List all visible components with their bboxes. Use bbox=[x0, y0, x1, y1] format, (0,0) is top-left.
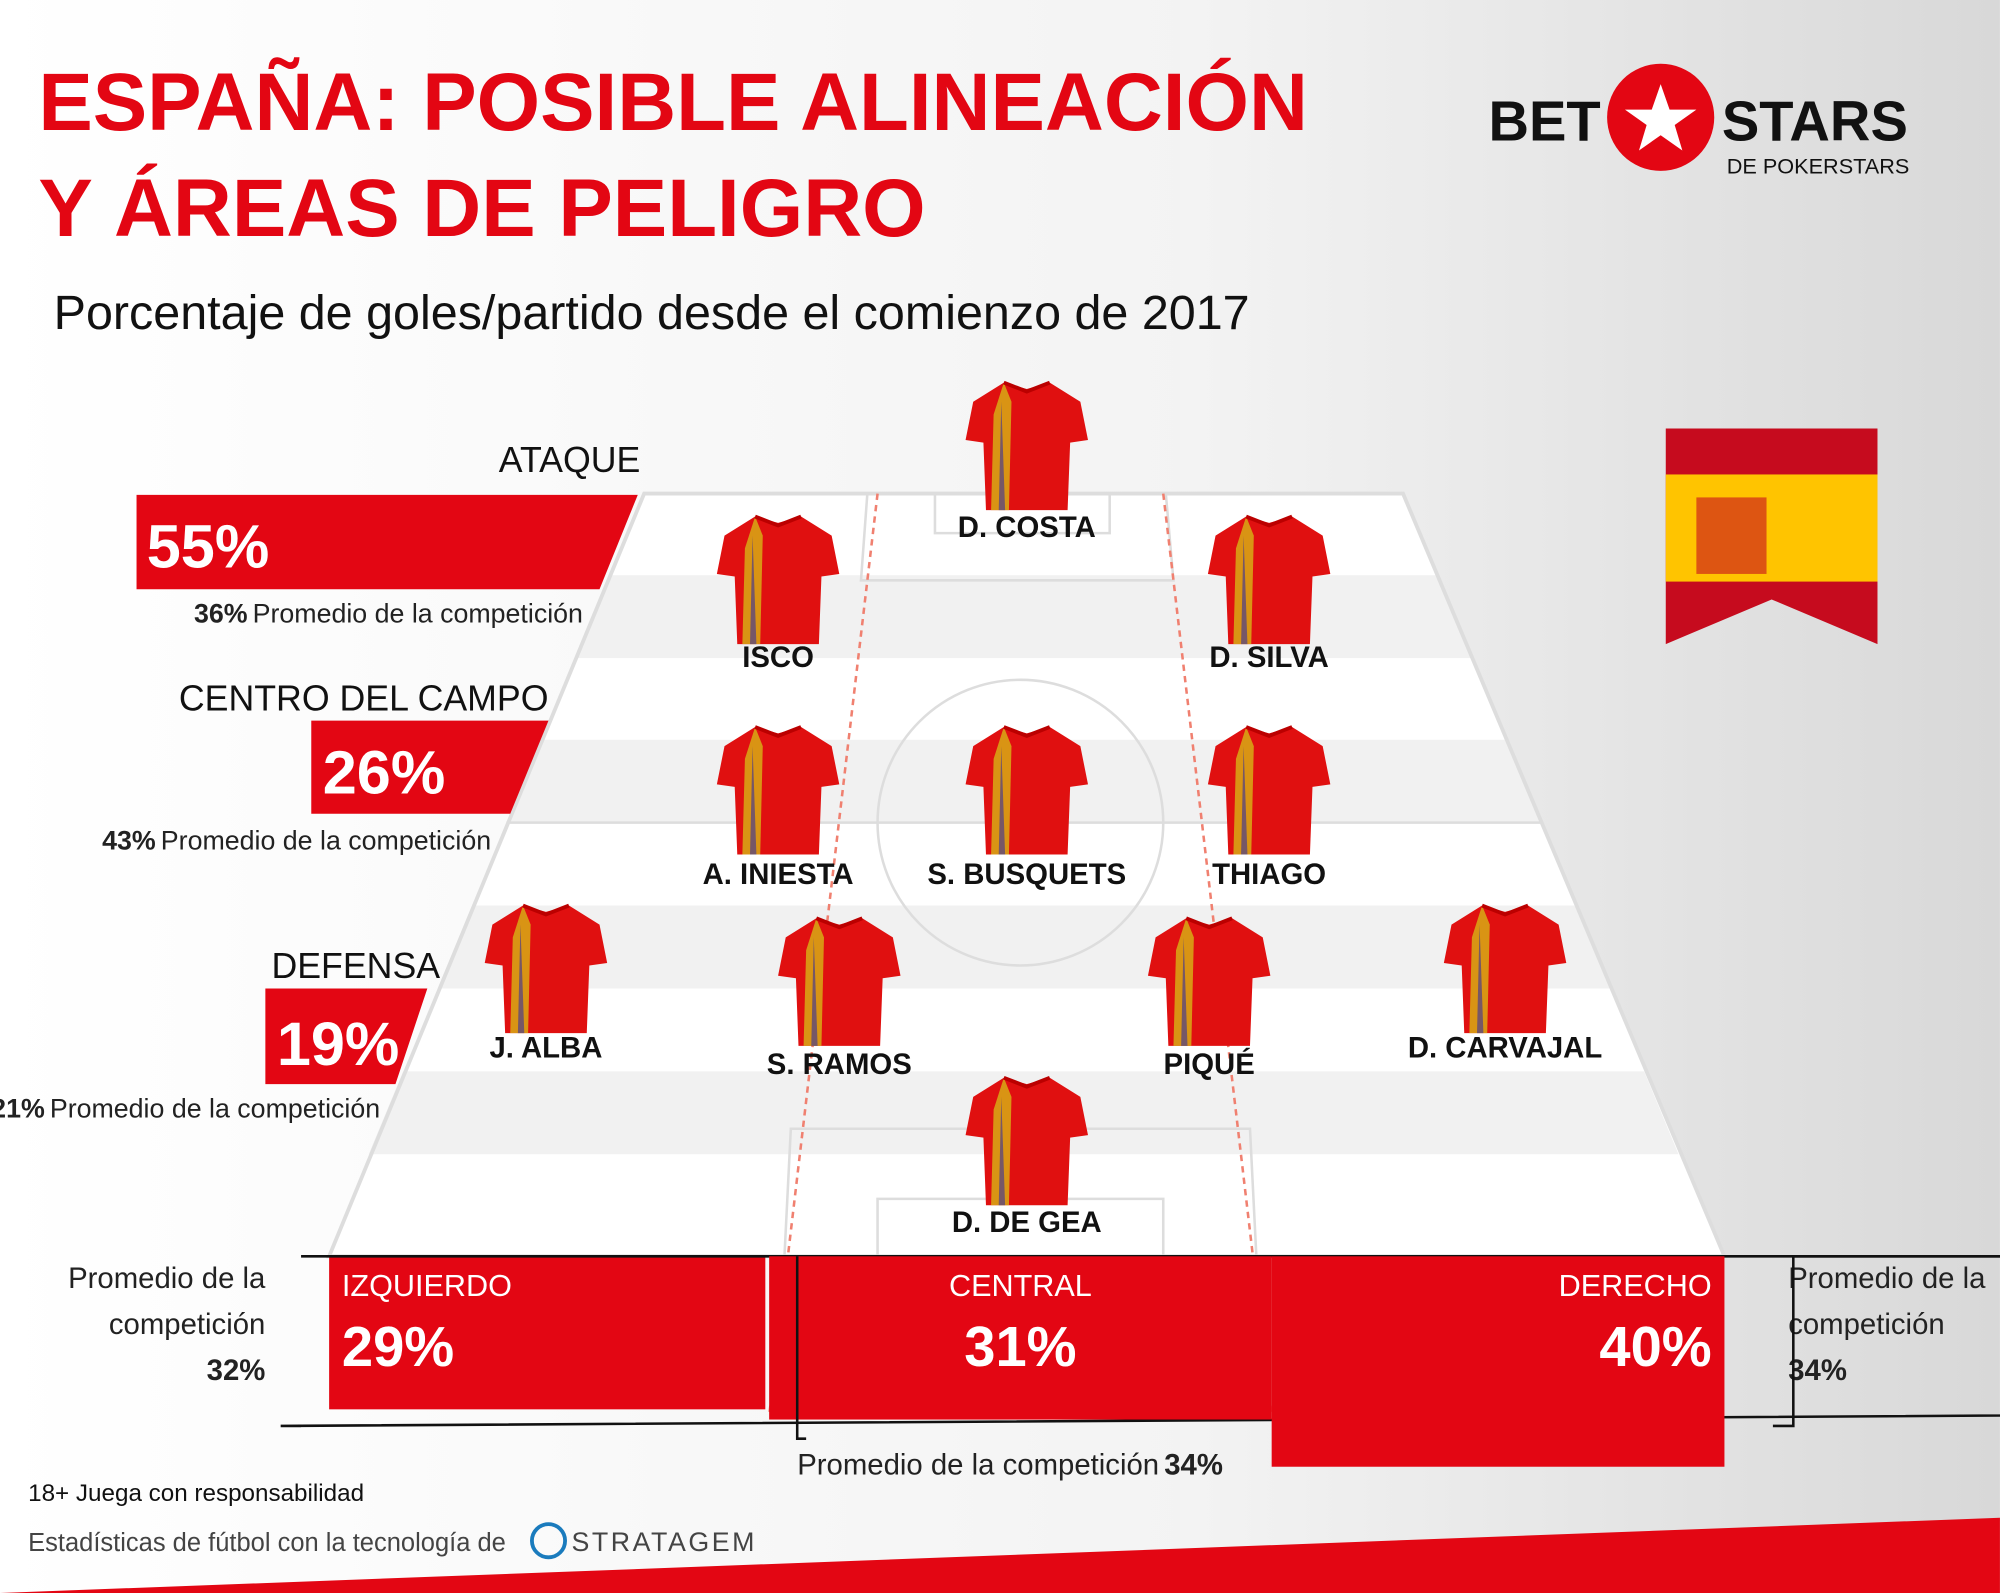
flank-bar bbox=[1271, 1256, 1725, 1467]
zone-label: ATAQUE bbox=[499, 440, 641, 480]
player-name: D. DE GEA bbox=[952, 1206, 1102, 1239]
zone-label: CENTRO DEL CAMPO bbox=[179, 678, 549, 718]
title: Y ÁREAS DE PELIGRO bbox=[38, 163, 925, 254]
flank-value: 40% bbox=[1599, 1315, 1711, 1378]
flank-label: CENTRAL bbox=[949, 1269, 1092, 1303]
player-name: D. COSTA bbox=[958, 511, 1096, 544]
logo: BET STARS DE POKERSTARS bbox=[1488, 63, 1910, 178]
zone-bar bbox=[311, 720, 549, 814]
flank-value: 29% bbox=[342, 1315, 454, 1378]
flank-average-value: 32% bbox=[207, 1354, 266, 1387]
footer-tech: Estadísticas de fútbol con la tecnología… bbox=[28, 1529, 506, 1557]
average-value: 21% bbox=[0, 1093, 45, 1123]
flank-average: Promedio de la competición 34% bbox=[797, 1448, 1223, 1481]
zone-label: DEFENSA bbox=[271, 946, 440, 986]
average-value: 36% bbox=[194, 598, 248, 628]
flank-label: DERECHO bbox=[1559, 1269, 1712, 1303]
bracket bbox=[1772, 1255, 2000, 1428]
average-label: Promedio de la competición bbox=[50, 1093, 380, 1123]
logo-sub: DE POKERSTARS bbox=[1727, 153, 1910, 178]
zone-average: 21%Promedio de la competición bbox=[0, 1093, 380, 1123]
player-name: ISCO bbox=[742, 641, 814, 674]
zone-average: 43% Promedio de la competición bbox=[102, 825, 491, 855]
average-label: Promedio de la competición bbox=[797, 1448, 1159, 1481]
average-value: 43% bbox=[102, 825, 156, 855]
player-name: S. BUSQUETS bbox=[927, 858, 1126, 891]
footer-brand: STRATAGEM bbox=[571, 1527, 757, 1557]
player-name: THIAGO bbox=[1212, 858, 1326, 891]
flank-average: Promedio de la bbox=[1788, 1262, 1986, 1295]
player-name: D. SILVA bbox=[1209, 641, 1329, 674]
flank-average-value: 34% bbox=[1788, 1354, 1847, 1387]
player-name: PIQUÉ bbox=[1164, 1047, 1255, 1081]
flank-average: Promedio de la bbox=[68, 1262, 266, 1295]
logo-text: BET bbox=[1488, 89, 1600, 152]
title: ESPAÑA: POSIBLE ALINEACIÓN bbox=[38, 57, 1308, 148]
zone-average: 36% Promedio de la competición bbox=[194, 598, 583, 628]
zone-bar bbox=[265, 988, 428, 1085]
flank-bar bbox=[769, 1256, 1272, 1420]
footer-note: 18+ Juega con responsabilidad bbox=[28, 1480, 364, 1507]
flank-average: competición bbox=[1788, 1308, 1945, 1341]
logo-text: STARS bbox=[1722, 89, 1908, 152]
player-name: S. RAMOS bbox=[767, 1048, 912, 1081]
bracket bbox=[280, 1255, 2000, 1428]
flank-average: competición bbox=[109, 1308, 266, 1341]
average-label: Promedio de la competición bbox=[161, 825, 491, 855]
player-name: A. INIESTA bbox=[703, 858, 854, 891]
flank-bar bbox=[329, 1256, 766, 1410]
flank-value: 31% bbox=[964, 1315, 1076, 1378]
player-name: J. ALBA bbox=[489, 1031, 602, 1064]
zone-bar bbox=[136, 494, 638, 590]
zone-value: 26% bbox=[323, 738, 446, 806]
flank-label: IZQUIERDO bbox=[342, 1269, 512, 1303]
average-label: Promedio de la competición bbox=[253, 598, 583, 628]
bottom-band bbox=[0, 1517, 2000, 1593]
stratagem-logo bbox=[530, 1522, 567, 1560]
bracket bbox=[795, 1256, 807, 1440]
player-name: D. CARVAJAL bbox=[1408, 1031, 1603, 1064]
average-value: 34% bbox=[1164, 1448, 1223, 1481]
flag bbox=[1665, 428, 1878, 645]
zone-value: 19% bbox=[277, 1010, 400, 1078]
zone-value: 55% bbox=[147, 513, 270, 581]
subtitle: Porcentaje de goles/partido desde el com… bbox=[54, 286, 1250, 340]
